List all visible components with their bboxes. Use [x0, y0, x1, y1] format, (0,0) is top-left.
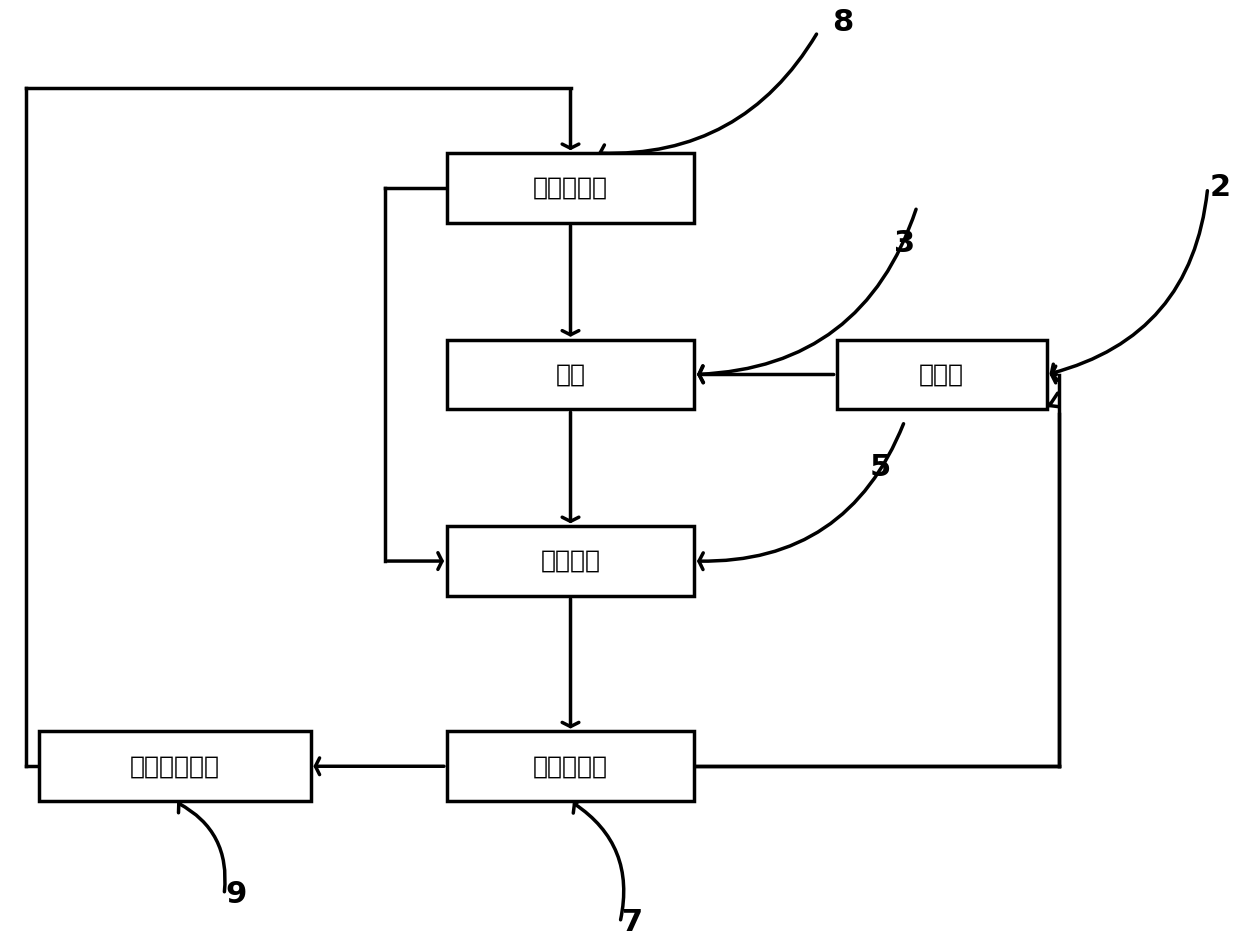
Text: 辅助电池组: 辅助电池组	[533, 176, 608, 199]
FancyBboxPatch shape	[38, 731, 311, 801]
Text: 动力电池组: 动力电池组	[533, 755, 608, 778]
Text: 8: 8	[832, 8, 853, 37]
Text: 9: 9	[226, 880, 247, 909]
Text: 2: 2	[1209, 173, 1230, 202]
FancyBboxPatch shape	[446, 153, 694, 223]
Text: 温度检测装置: 温度检测装置	[130, 755, 219, 778]
Text: 水泵: 水泵	[556, 362, 585, 387]
FancyBboxPatch shape	[446, 731, 694, 801]
FancyBboxPatch shape	[446, 526, 694, 596]
FancyBboxPatch shape	[837, 340, 1047, 409]
Text: 3: 3	[894, 230, 915, 259]
Text: 5: 5	[869, 454, 890, 483]
Text: 制热系统: 制热系统	[541, 549, 600, 573]
Text: 储液罐: 储液罐	[919, 362, 965, 387]
Text: 7: 7	[621, 908, 642, 937]
FancyBboxPatch shape	[446, 340, 694, 409]
